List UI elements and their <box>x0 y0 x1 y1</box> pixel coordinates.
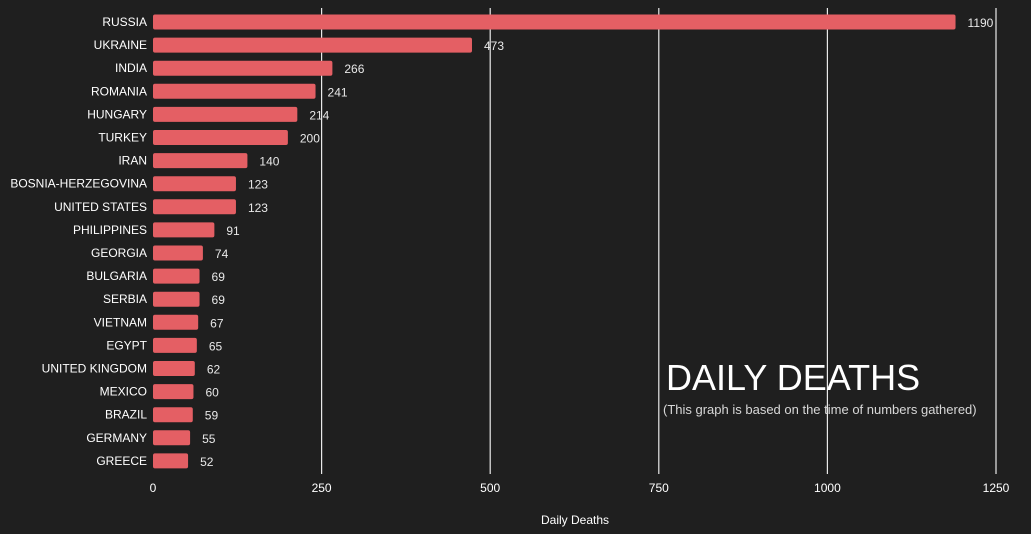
category-label: UNITED STATES <box>54 200 147 214</box>
value-label: 1190 <box>968 16 994 30</box>
category-label: ROMANIA <box>91 84 147 98</box>
category-label: SERBIA <box>103 292 147 306</box>
value-label: 123 <box>248 178 268 192</box>
category-label: GREECE <box>96 454 147 468</box>
category-label: VIETNAM <box>94 315 147 329</box>
value-label: 123 <box>248 201 268 215</box>
x-tick-label: 500 <box>480 481 500 495</box>
bar <box>153 384 194 400</box>
value-label: 91 <box>226 224 240 238</box>
bar <box>153 361 195 376</box>
category-label: MEXICO <box>100 385 147 399</box>
value-label: 214 <box>309 108 329 122</box>
category-label: UNITED KINGDOM <box>42 362 147 376</box>
category-label: HUNGARY <box>87 107 147 121</box>
bar <box>153 83 316 99</box>
x-tick-label: 0 <box>150 481 157 495</box>
value-label: 74 <box>215 247 229 261</box>
grid-layer <box>321 8 997 474</box>
value-label: 473 <box>484 39 504 53</box>
category-label: UKRAINE <box>94 38 147 52</box>
category-label: TURKEY <box>98 131 147 145</box>
value-label: 69 <box>212 293 226 307</box>
bar <box>153 37 472 53</box>
value-label: 241 <box>328 85 348 99</box>
chart-title: DAILY DEATHS <box>666 357 920 398</box>
value-label: 62 <box>207 363 221 377</box>
chart-subtitle: (This graph is based on the time of numb… <box>663 402 977 417</box>
value-label: 52 <box>200 455 214 469</box>
category-label: INDIA <box>115 61 147 75</box>
value-label: 69 <box>212 270 226 284</box>
bar <box>153 199 236 215</box>
category-label: BRAZIL <box>105 408 147 422</box>
value-label: 55 <box>202 432 216 446</box>
bar <box>153 60 333 76</box>
tick-layer: 0 250 500 750 1000 1250 <box>150 481 1010 495</box>
bar-layer <box>153 14 956 469</box>
category-label: GERMANY <box>86 431 147 445</box>
bar <box>153 314 199 330</box>
value-label: 65 <box>209 339 223 353</box>
label-layer: RUSSIA 1190 UKRAINE 473 INDIA 266 ROMANIA 241 HU… <box>10 15 993 469</box>
x-tick-label: 1250 <box>983 481 1010 495</box>
value-label: 59 <box>205 409 219 423</box>
bar <box>153 245 203 261</box>
bar <box>153 268 200 284</box>
bar <box>153 453 189 469</box>
category-label: RUSSIA <box>102 15 147 29</box>
x-tick-label: 750 <box>649 481 669 495</box>
category-label: GEORGIA <box>91 246 147 260</box>
bar <box>153 176 236 192</box>
x-axis-title: Daily Deaths <box>541 513 609 527</box>
value-label: 60 <box>205 386 219 400</box>
value-label: 266 <box>344 62 364 76</box>
bar <box>153 106 298 122</box>
x-tick-label: 1000 <box>814 481 841 495</box>
bar <box>153 430 191 446</box>
category-label: BULGARIA <box>86 269 147 283</box>
bar <box>153 407 193 423</box>
x-tick-label: 250 <box>312 481 332 495</box>
category-label: BOSNIA-HERZEGOVINA <box>10 177 147 191</box>
category-label: EGYPT <box>106 338 147 352</box>
value-label: 200 <box>300 132 320 146</box>
bar <box>153 14 956 30</box>
bar <box>153 337 197 353</box>
value-label: 67 <box>210 316 224 330</box>
category-label: IRAN <box>118 154 147 168</box>
bar <box>153 153 248 169</box>
category-label: PHILIPPINES <box>73 223 147 237</box>
bar <box>153 222 215 238</box>
bar <box>153 291 200 307</box>
value-label: 140 <box>259 155 279 169</box>
bar <box>153 130 288 145</box>
